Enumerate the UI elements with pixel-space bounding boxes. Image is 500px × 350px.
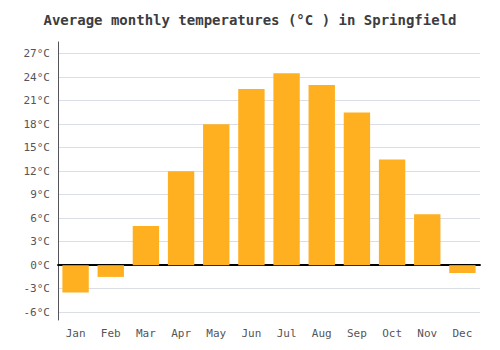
svg-text:Feb: Feb xyxy=(101,327,121,340)
svg-text:27°C: 27°C xyxy=(24,47,51,60)
svg-text:24°C: 24°C xyxy=(24,71,51,84)
svg-text:Nov: Nov xyxy=(417,327,437,340)
svg-text:6°C: 6°C xyxy=(30,212,50,225)
svg-text:Mar: Mar xyxy=(136,327,156,340)
svg-text:Apr: Apr xyxy=(171,327,191,340)
svg-text:21°C: 21°C xyxy=(24,94,51,107)
svg-text:3°C: 3°C xyxy=(30,235,50,248)
svg-text:-6°C: -6°C xyxy=(24,306,51,319)
svg-text:15°C: 15°C xyxy=(24,141,51,154)
svg-text:Average monthly temperatures (: Average monthly temperatures (°C ) in Sp… xyxy=(43,12,456,28)
svg-text:Sep: Sep xyxy=(347,327,367,340)
svg-text:18°C: 18°C xyxy=(24,118,51,131)
svg-text:May: May xyxy=(206,327,226,340)
svg-text:12°C: 12°C xyxy=(24,165,51,178)
svg-text:0°C: 0°C xyxy=(30,259,50,272)
svg-text:Jan: Jan xyxy=(66,327,86,340)
svg-text:9°C: 9°C xyxy=(30,188,50,201)
svg-text:Jun: Jun xyxy=(241,327,261,340)
svg-text:Aug: Aug xyxy=(312,327,332,340)
svg-text:-3°C: -3°C xyxy=(24,282,51,295)
svg-text:Oct: Oct xyxy=(382,327,402,340)
svg-text:Jul: Jul xyxy=(277,327,297,340)
svg-text:Dec: Dec xyxy=(452,327,472,340)
